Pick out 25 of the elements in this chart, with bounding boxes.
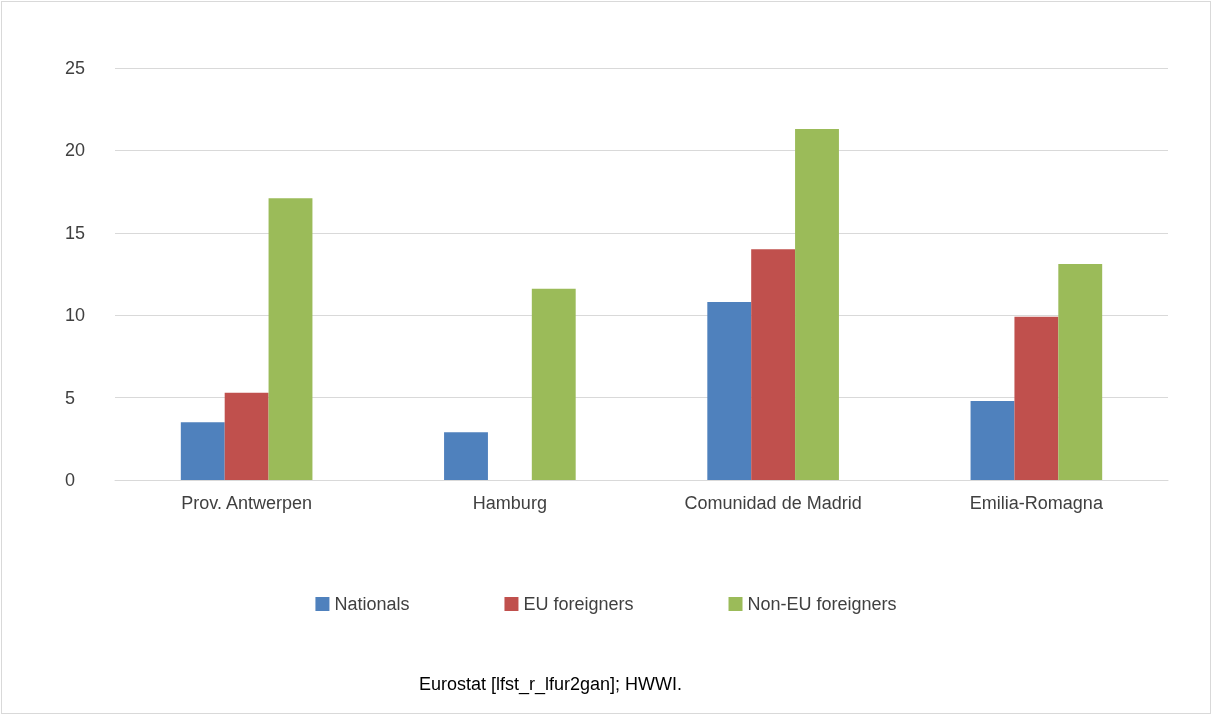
- x-tick-label: Comunidad de Madrid: [684, 493, 862, 513]
- bar: [180, 422, 225, 480]
- bar: [970, 400, 1015, 480]
- y-tick-label: 10: [65, 305, 86, 326]
- y-tick-label: 25: [65, 58, 86, 78]
- legend-label: EU foreigners: [523, 594, 634, 614]
- y-tick-label: 20: [65, 140, 86, 161]
- bar: [751, 249, 796, 480]
- y-tick-label: 5: [65, 387, 76, 408]
- bar: [1014, 316, 1059, 480]
- bar: [707, 302, 752, 480]
- text: Eurostat [lfst_r_lfur2gan]; HWWI.: [419, 674, 683, 695]
- bar: [268, 198, 313, 480]
- bar: [1058, 264, 1103, 480]
- y-tick-label: 0: [65, 470, 76, 490]
- x-tick-label: Hamburg: [472, 493, 547, 513]
- bar: [224, 392, 269, 480]
- bar: [531, 288, 576, 480]
- legend-label: Non-EU foreigners: [747, 594, 897, 614]
- x-tick-label: Emilia-Romagna: [969, 493, 1104, 513]
- bar: [795, 128, 839, 480]
- y-tick-label: 15: [65, 222, 86, 243]
- legend-label: Nationals: [334, 594, 410, 614]
- x-tick-label: Prov. Antwerpen: [181, 493, 312, 513]
- bar: [444, 432, 488, 480]
